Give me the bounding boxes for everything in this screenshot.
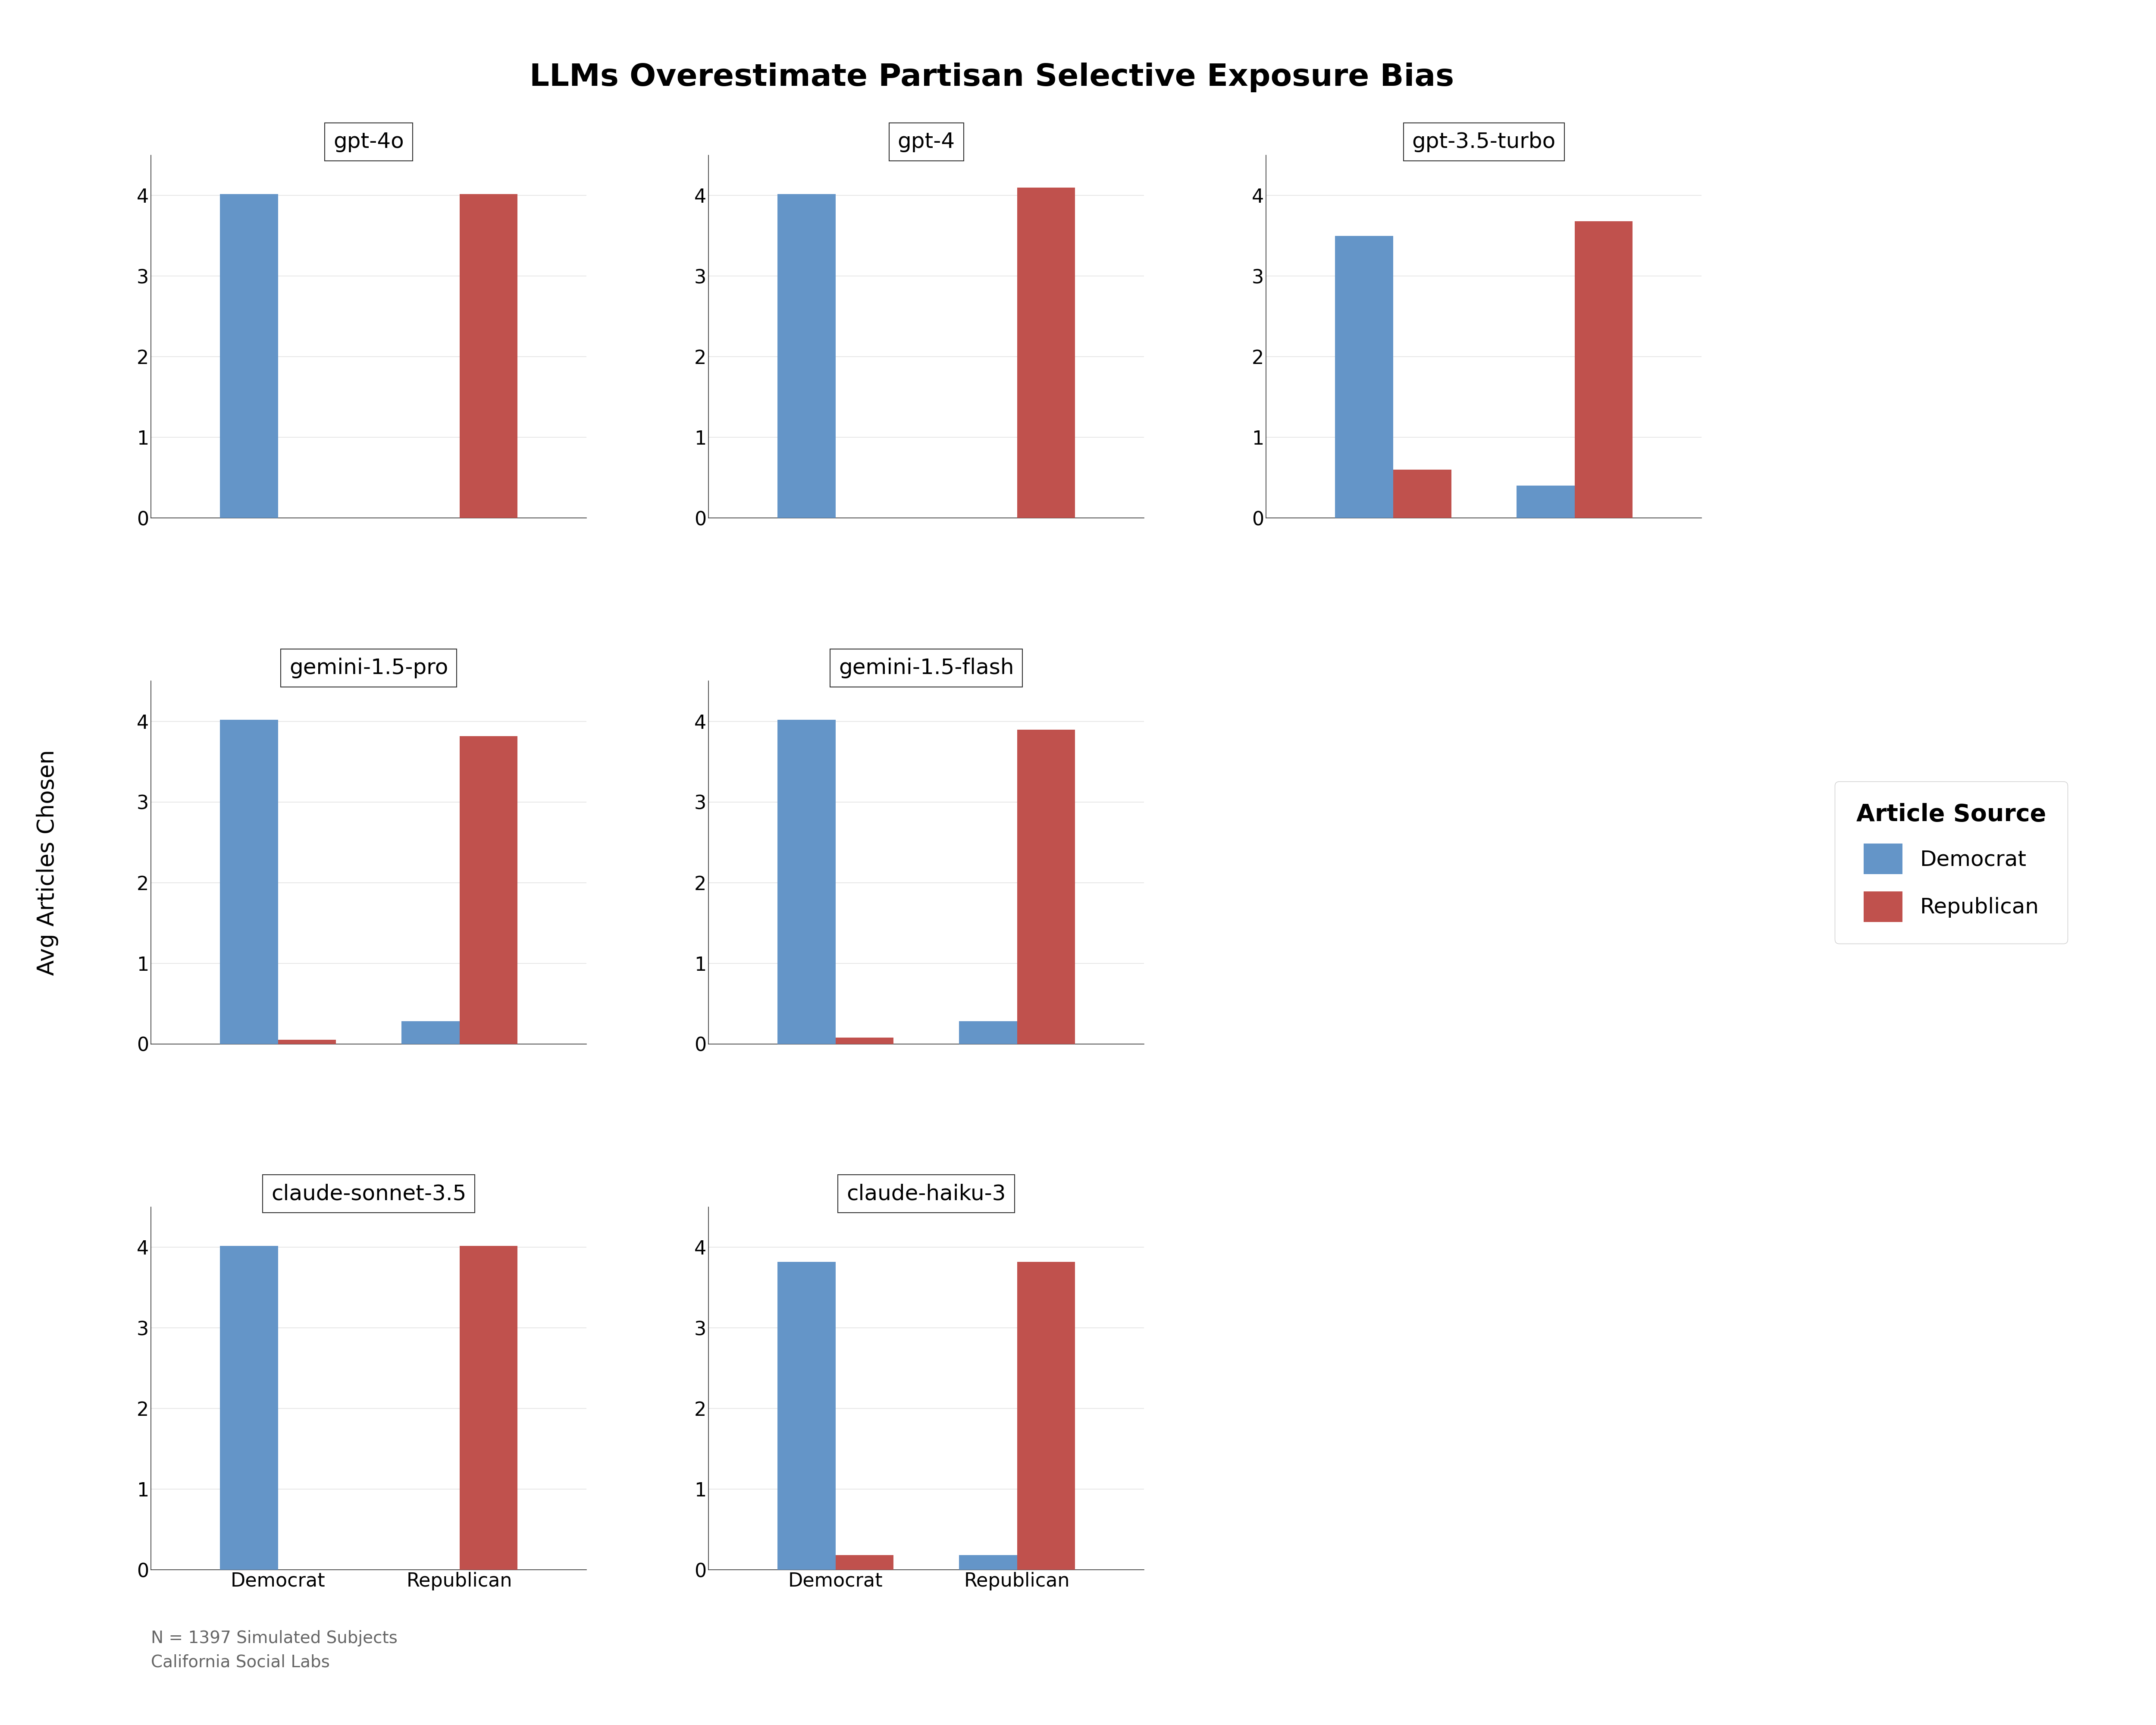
Bar xyxy=(778,193,837,518)
Bar xyxy=(459,193,517,518)
Bar xyxy=(1516,486,1574,518)
Title: gemini-1.5-pro: gemini-1.5-pro xyxy=(289,657,448,678)
Bar xyxy=(401,1021,459,1044)
Bar xyxy=(1574,221,1632,518)
Bar xyxy=(959,1556,1018,1570)
Title: claude-sonnet-3.5: claude-sonnet-3.5 xyxy=(272,1183,466,1204)
Bar xyxy=(778,719,837,1044)
Text: Avg Articles Chosen: Avg Articles Chosen xyxy=(37,750,58,975)
Title: gpt-4: gpt-4 xyxy=(897,131,955,152)
Legend: Democrat, Republican: Democrat, Republican xyxy=(1835,781,2068,944)
Bar xyxy=(220,719,278,1044)
Bar xyxy=(1335,236,1393,518)
Title: gpt-3.5-turbo: gpt-3.5-turbo xyxy=(1412,131,1557,152)
Bar xyxy=(220,1245,278,1570)
Text: N = 1397 Simulated Subjects
California Social Labs: N = 1397 Simulated Subjects California S… xyxy=(151,1630,397,1670)
Text: LLMs Overestimate Partisan Selective Exposure Bias: LLMs Overestimate Partisan Selective Exp… xyxy=(530,62,1453,93)
Bar xyxy=(1393,469,1451,517)
Bar xyxy=(220,193,278,518)
Bar xyxy=(278,1040,336,1044)
Title: claude-haiku-3: claude-haiku-3 xyxy=(847,1183,1007,1204)
Title: gpt-4o: gpt-4o xyxy=(334,131,403,152)
Bar xyxy=(459,737,517,1044)
Title: gemini-1.5-flash: gemini-1.5-flash xyxy=(839,657,1013,678)
Bar xyxy=(778,1263,837,1570)
Bar xyxy=(959,1021,1018,1044)
Bar xyxy=(1018,1263,1076,1570)
Bar xyxy=(1018,188,1076,518)
Bar xyxy=(837,1037,893,1044)
Bar xyxy=(1018,730,1076,1044)
Bar xyxy=(459,1245,517,1570)
Bar xyxy=(837,1556,893,1570)
